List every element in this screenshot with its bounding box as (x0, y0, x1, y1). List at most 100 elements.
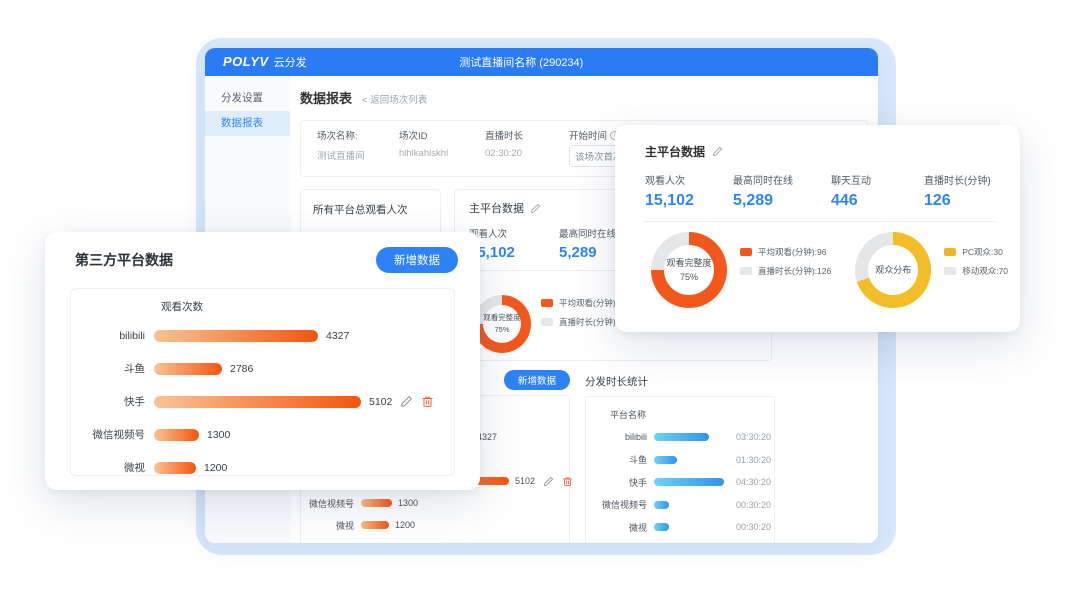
duration-value: 01:30:20 (736, 454, 772, 465)
add-data-button[interactable]: 新增数据 (376, 247, 458, 273)
main-platform-card-title: 主平台数据 (645, 145, 706, 159)
platform-label: 微信视频号 (309, 498, 355, 509)
third-party-card-header: 第三方平台数据 新增数据 (45, 232, 480, 273)
duration-row: 斗鱼 01:30:20 (596, 449, 771, 472)
platform-label: bilibili (119, 329, 145, 342)
row-actions (400, 395, 434, 408)
completion-donut-section: 观看完整度 75% 平均观看(分钟):96 (469, 295, 757, 353)
completion-donut-legend: 平均观看(分钟):96 直播时长(分钟):126 (541, 297, 632, 328)
session-name-field: 场次名称: 测试直播间 (317, 128, 399, 167)
completion-donut-block: 观看完整度 75% 平均观看(分钟):96 直播时长(分钟): (651, 232, 831, 308)
legend-item: 平均观看(分钟):96 (740, 246, 831, 258)
edit-icon[interactable] (543, 476, 554, 487)
bar-value: 5102 (515, 476, 536, 486)
bar (654, 455, 678, 464)
bar (154, 395, 361, 408)
logo-suffix: 云分发 (273, 57, 307, 69)
legend-swatch (944, 248, 957, 256)
delete-icon[interactable] (421, 395, 434, 408)
platform-label: 虎牙直播 (309, 541, 361, 544)
duration-stats-title: 分发时长统计 (585, 376, 648, 388)
edit-icon[interactable] (400, 395, 413, 408)
duration-value: 00:30:20 (736, 499, 772, 510)
stat-viewers-label: 观看人次 (469, 229, 508, 240)
legend-label: 直播时长(分钟):126 (559, 317, 633, 327)
logo-text: POLYV (223, 54, 269, 69)
platform-label: bilibili (624, 432, 647, 443)
legend-item: PC观众:30 (944, 246, 1008, 258)
add-data-button[interactable]: 新增数据 (503, 370, 570, 390)
platform-label: 斗鱼 (628, 455, 647, 466)
views-chart-header: 观看次数 (161, 301, 203, 313)
bar-track (654, 433, 724, 442)
edit-icon[interactable] (712, 146, 723, 157)
legend-item: 移动观众:70 (944, 265, 1008, 277)
stat-peak-online-value: 5,289 (559, 244, 597, 261)
dotted-divider (645, 221, 996, 222)
add-manually-link[interactable]: 添加 (454, 541, 472, 544)
bar (654, 433, 709, 442)
bar-row: 微信视频号 1300 (309, 492, 561, 514)
bar-value: 5102 (369, 395, 393, 408)
platform-label: 微信视频号 (92, 429, 146, 441)
dotted-divider (469, 270, 757, 271)
session-id-field: 场次ID hlhlkahlskhl (399, 128, 485, 167)
sidebar-item-data-report[interactable]: 数据报表 (205, 111, 290, 136)
bar-value: 1300 (207, 428, 231, 441)
completion-donut-center-label: 观看完整度 (483, 313, 521, 323)
main-platform-stats: 观看人次 15,102 最高同时在线 5,289 聊天互动 446 直播时长(分… (645, 172, 996, 210)
session-id-value: hlhlkahlskhl (399, 148, 449, 159)
stat-viewers: 观看人次 15,102 (469, 226, 559, 261)
third-party-card-title: 第三方平台数据 (75, 252, 173, 268)
platform-label: 微视 (124, 462, 145, 474)
bar-track (654, 500, 724, 509)
main-platform-stats: 观看人次 15,102 最高同时在线 5,289 (469, 226, 757, 261)
legend-swatch (944, 267, 957, 275)
duration-rows: bilibili 03:30:20 斗鱼 01:30:20 (596, 426, 771, 543)
legend-swatch (541, 299, 553, 307)
legend-label: 移动观众:70 (962, 266, 1009, 276)
session-name-value: 测试直播间 (317, 151, 365, 162)
audience-donut-center-label: 观众分布 (875, 264, 912, 275)
bar-track (654, 523, 724, 532)
bar-row: bilibili 4327 (71, 319, 454, 352)
bar (154, 329, 318, 342)
duration-row: 微视 00:30:20 (596, 516, 771, 539)
polyv-logo: POLYV 云分发 (223, 54, 307, 70)
bar-row: 虎牙直播 暂不支持获取，请手动 添加 (309, 536, 561, 544)
audience-donut-block: 观众分布 PC观众:30 移动观众:70 (855, 232, 1008, 308)
legend-swatch (541, 318, 553, 326)
bar (361, 499, 393, 507)
completion-donut-center-label: 观看完整度 (666, 258, 712, 269)
session-id-label: 场次ID (399, 131, 428, 142)
bar (154, 362, 222, 375)
stat-label: 观看人次 (645, 176, 685, 187)
bar-row: 快手 5102 (71, 385, 454, 418)
room-title: 测试直播间名称 (290234) (459, 57, 584, 69)
duration-value: 00:30:20 (736, 522, 772, 533)
stat-label: 直播时长(分钟) (924, 176, 991, 187)
main-platform-title: 主平台数据 (469, 203, 524, 215)
legend-item: 直播时长(分钟):126 (541, 316, 632, 328)
legend-label: PC观众:30 (962, 247, 1003, 257)
bar-row: 微信视频号 1300 (71, 418, 454, 451)
add-data-button-row: 新增数据 (300, 370, 570, 390)
completion-donut-legend: 平均观看(分钟):96 直播时长(分钟):126 (740, 246, 831, 277)
bar (654, 500, 670, 509)
bar-track (654, 455, 724, 464)
edit-icon[interactable] (530, 203, 541, 214)
duration-value: 04:30:20 (736, 477, 772, 488)
bar-row: 微视 1200 (71, 451, 454, 484)
stat-block: 观看人次 15,102 (645, 172, 733, 210)
completion-donut-chart: 观看完整度 75% (473, 295, 531, 353)
audience-donut-center: 观众分布 (868, 245, 919, 295)
back-to-session-list-link[interactable]: < 返回场次列表 (362, 95, 428, 106)
bar-value: 1200 (395, 520, 416, 530)
sidebar-item-distribution-settings[interactable]: 分发设置 (221, 92, 263, 104)
stat-block: 聊天互动 446 (831, 172, 924, 210)
delete-icon[interactable] (562, 476, 573, 487)
completion-donut-center: 观看完整度 75% (664, 245, 714, 295)
legend-swatch (740, 248, 752, 256)
main-platform-title-row: 主平台数据 (469, 200, 757, 216)
